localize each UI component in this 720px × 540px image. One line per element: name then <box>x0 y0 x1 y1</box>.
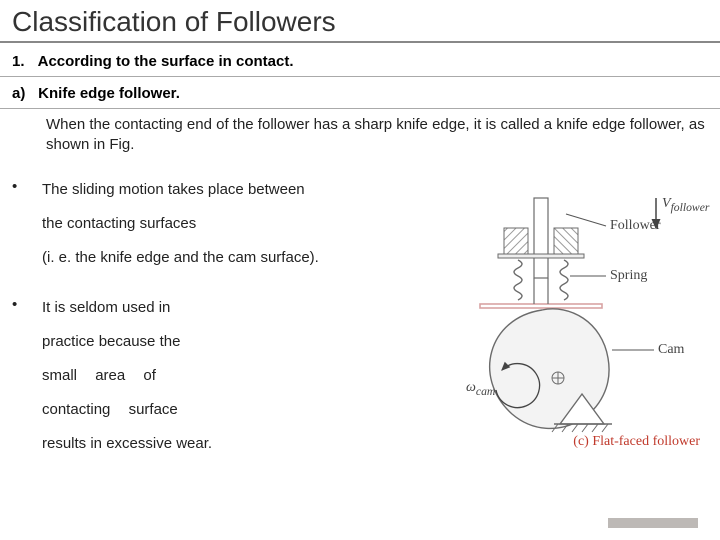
intro-paragraph: When the contacting end of the follower … <box>0 109 720 162</box>
bullet-dot: • <box>12 178 42 195</box>
w-of: of <box>143 367 156 384</box>
vfollower-v: V <box>662 196 671 211</box>
vfollower-label: Vfollower <box>662 196 709 214</box>
cam-follower-figure: Vfollower Follower Spring Cam ωcam (c) F… <box>458 192 706 492</box>
omega-label: ωcam <box>466 380 495 398</box>
w-contacting: contacting <box>42 401 110 418</box>
omega-sub: cam <box>476 385 495 398</box>
cam-diagram-svg <box>458 192 706 452</box>
cam-label: Cam <box>658 342 684 358</box>
w-small: small <box>42 367 77 384</box>
spring-label: Spring <box>610 268 647 284</box>
bullet-dot: • <box>12 296 42 313</box>
follower-label: Follower <box>610 218 661 234</box>
section-heading: 1. According to the surface in contact. <box>0 43 720 76</box>
subitem-text: Knife edge follower. <box>38 85 180 102</box>
w-surface: surface <box>129 401 178 418</box>
section-text: According to the surface in contact. <box>38 53 294 70</box>
subitem-heading: a) Knife edge follower. <box>0 77 720 108</box>
footer-bar <box>608 518 698 528</box>
section-number: 1. <box>12 53 34 70</box>
vfollower-sub: follower <box>671 201 710 214</box>
subitem-label: a) <box>12 85 34 102</box>
w-area: area <box>95 367 125 384</box>
figure-caption: (c) Flat-faced follower <box>573 434 700 450</box>
page-title: Classification of Followers <box>0 0 720 43</box>
omega-sym: ω <box>466 380 476 395</box>
